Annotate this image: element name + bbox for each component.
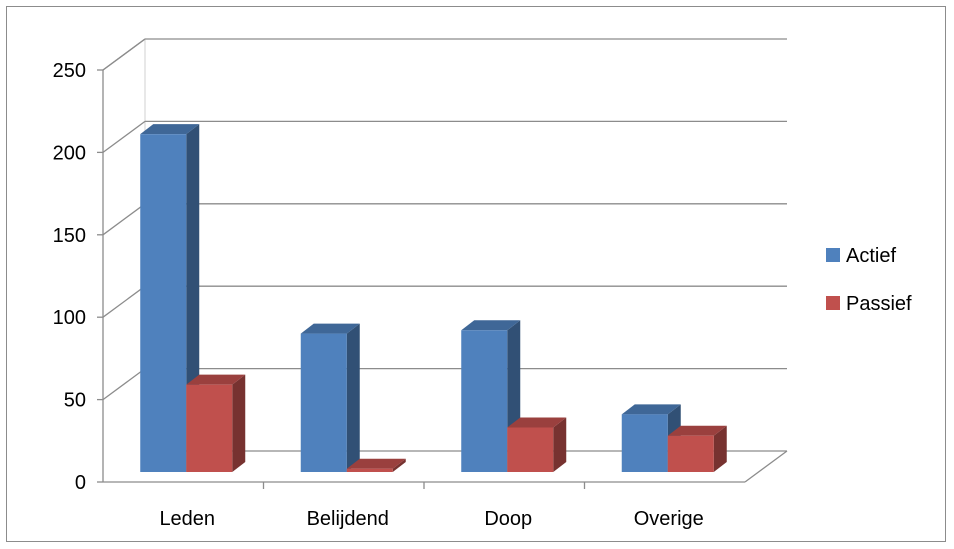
bar-leden-passief (186, 374, 246, 472)
bar-front (667, 435, 714, 472)
legend-label: Actief (846, 245, 896, 267)
bar-side (392, 458, 406, 472)
x-tick-label: Belijdend (307, 508, 389, 530)
y-tick-label: 150 (53, 225, 86, 247)
bar-front (346, 468, 393, 472)
bar-top (346, 458, 406, 469)
bar-side (713, 425, 727, 472)
bar-top (621, 404, 681, 415)
legend-swatch (826, 248, 840, 262)
bar-overige-passief (667, 425, 727, 472)
y-tick-label: 250 (53, 60, 86, 82)
x-tick-label: Overige (634, 508, 704, 530)
bar-front (621, 414, 668, 472)
bar-side (553, 417, 567, 472)
bar-front (507, 427, 554, 472)
bar-doop-passief (507, 417, 567, 472)
bar-front (140, 134, 187, 472)
bar-side (346, 323, 360, 472)
y-tick-label: 100 (53, 307, 86, 329)
gridline-side (102, 120, 146, 153)
legend-item-actief: Actief (826, 245, 896, 267)
axes (97, 69, 745, 489)
bar-top (461, 320, 521, 331)
bar-front (186, 384, 233, 472)
bar-top (667, 425, 727, 436)
bar-side (232, 374, 246, 472)
floor-right-edge (744, 450, 788, 483)
bar-doop-actief (461, 320, 521, 472)
gridline-side (102, 38, 146, 71)
gridline-side (102, 203, 146, 236)
x-tick-labels: Leden Belijdend Doop Overige (159, 508, 703, 530)
bar-front (300, 333, 347, 472)
y-tick-label: 0 (75, 472, 86, 494)
y-tick-label: 50 (64, 390, 86, 412)
gridline-side (102, 368, 146, 401)
gridline-side (102, 285, 146, 318)
legend-item-passief: Passief (826, 293, 912, 315)
bar-belijdend-actief (300, 323, 360, 472)
bar-top (507, 417, 567, 428)
bar-overige-actief (621, 404, 681, 472)
y-tick-labels: 0 50 100 150 200 250 (53, 60, 86, 494)
legend-swatch (826, 296, 840, 310)
bar-top (140, 124, 200, 135)
x-tick-label: Doop (484, 508, 532, 530)
gridlines (102, 38, 787, 401)
bar-front (461, 330, 508, 472)
legend: Actief Passief (826, 245, 912, 315)
bar-top (186, 374, 246, 385)
y-tick-label: 200 (53, 142, 86, 164)
bar-belijdend-passief (346, 458, 406, 472)
bars (140, 124, 727, 472)
legend-label: Passief (846, 293, 912, 315)
x-tick-label: Leden (159, 508, 215, 530)
bar-top (300, 323, 360, 334)
